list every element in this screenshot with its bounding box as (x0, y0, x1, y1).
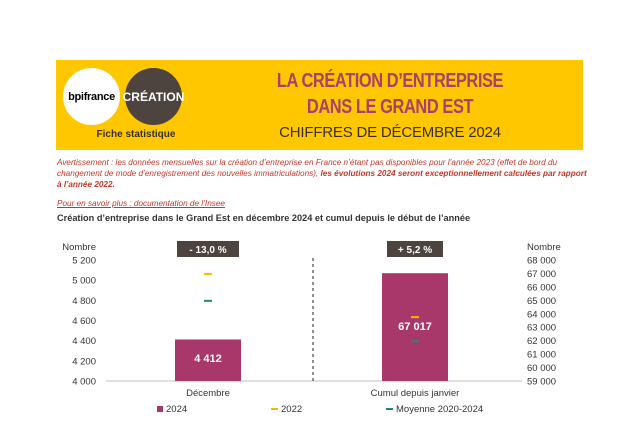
bar-value-label: 4 412 (194, 353, 222, 365)
header-banner: bpifrance CRÉATION Fiche statistique LA … (56, 60, 583, 150)
right-tick-label: 64 000 (527, 309, 556, 320)
page-subtitle: CHIFFRES DE DÉCEMBRE 2024 (279, 124, 501, 141)
legend-label-2024: 2024 (166, 404, 187, 415)
left-tick-label: 4 200 (72, 356, 96, 367)
chart-title: Création d’entreprise dans le Grand Est … (57, 213, 471, 223)
bar-2024 (382, 273, 448, 381)
bpifrance-logo: bpifrance (63, 68, 120, 125)
right-tick-label: 60 000 (527, 363, 556, 374)
right-tick-label: 68 000 (527, 256, 556, 267)
legend-label-average: Moyenne 2020-2024 (396, 404, 483, 415)
right-tick-label: 63 000 (527, 323, 556, 334)
legend-label-2022: 2022 (281, 404, 302, 415)
notice-bold: les évolutions 2024 seront exceptionnell… (57, 169, 587, 189)
category-label: Décembre (186, 388, 230, 399)
left-tick-label: 4 800 (72, 296, 96, 307)
creation-logo-text: CRÉATION (122, 89, 185, 104)
left-tick-label: 4 000 (72, 377, 96, 388)
variation-badge-text: - 13,0 % (189, 245, 226, 256)
bar-value-label: 67 017 (398, 321, 432, 333)
fiche-label: Fiche statistique (96, 129, 176, 140)
notice-text: Avertissement : les données mensuelles s… (57, 157, 587, 190)
legend-swatch-2024 (157, 406, 163, 412)
variation-badge (387, 241, 443, 257)
variation-badge-text: + 5,2 % (398, 245, 432, 256)
page-title-line1: LA CRÉATION D’ENTREPRISE (276, 70, 504, 92)
variation-badge (177, 241, 239, 257)
right-tick-label: 67 000 (527, 269, 556, 280)
bpifrance-logo-text: bpifrance (68, 90, 115, 103)
creation-logo: CRÉATION (122, 68, 185, 125)
right-tick-label: 62 000 (527, 336, 556, 347)
notice-plain: Avertissement : les données mensuelles s… (57, 158, 558, 178)
right-tick-label: 65 000 (527, 296, 556, 307)
left-tick-label: 4 600 (72, 316, 96, 327)
left-tick-label: 4 400 (72, 336, 96, 347)
insee-doc-link[interactable]: Pour en savoir plus : documentation de l… (57, 199, 225, 208)
left-axis-label: Nombre (62, 242, 96, 253)
left-tick-label: 5 000 (72, 276, 96, 287)
left-tick-label: 5 200 (72, 256, 96, 267)
page-title-line2: DANS LE GRAND EST (306, 96, 474, 118)
bar-2024 (175, 339, 241, 381)
right-tick-label: 59 000 (527, 377, 556, 388)
right-tick-label: 66 000 (527, 282, 556, 293)
category-label: Cumul depuis janvier (371, 388, 460, 399)
right-axis-label: Nombre (527, 242, 561, 253)
right-tick-label: 61 000 (527, 350, 556, 361)
